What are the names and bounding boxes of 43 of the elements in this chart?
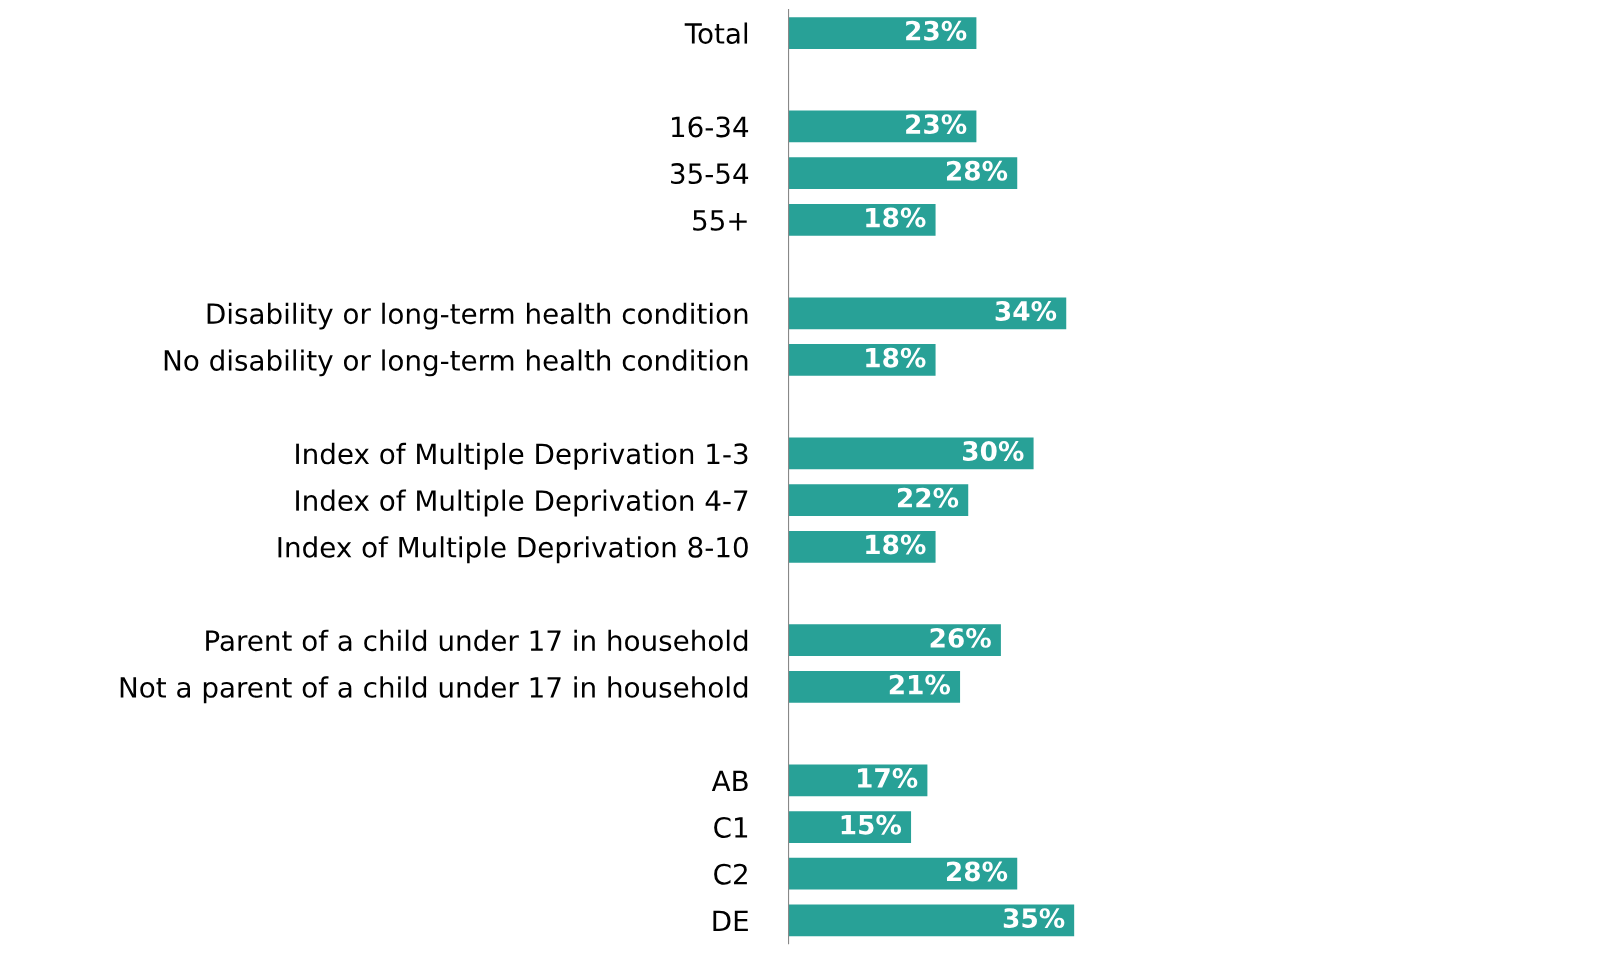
y-tick-label: AB [711,770,748,791]
bar [788,297,1067,330]
bar [788,857,1018,890]
data-label: 28% [946,160,1008,181]
data-label: 34% [995,300,1057,321]
data-label: 35% [1003,908,1065,929]
data-label: 18% [866,534,926,555]
y-tick-label: DE [713,910,748,931]
bar [788,17,977,49]
bar [788,484,969,516]
y-tick-label: No disability or long-term health condition [164,349,748,377]
data-label: 21% [889,674,951,695]
y-tick-label: Parent of a child under 17 in household [206,629,748,652]
bar [788,437,1034,470]
data-label: 28% [946,861,1008,882]
y-tick-label: 35-54 [671,163,749,185]
data-label: 23% [906,20,967,41]
y-tick-label: Total [684,22,748,44]
data-label: 22% [897,487,959,508]
y-tick-label: 16-34 [671,116,749,138]
y-tick-label: Not a parent of a child under 17 in household [120,676,748,704]
data-label: 26% [930,627,991,648]
bar [788,344,936,376]
data-label: 18% [866,347,926,368]
bar [788,157,1018,190]
bar [788,530,936,563]
bar [788,764,928,797]
y-tick-label: Index of Multiple Deprivation 1-3 [296,442,748,470]
data-label: 17% [858,768,918,788]
data-label: 18% [866,207,926,228]
y-tick-label: Index of Multiple Deprivation 4-7 [296,489,748,517]
y-tick-label: C2 [714,863,747,885]
y-tick-label: Disability or long-term health condition [207,302,748,330]
data-label: 23% [906,114,967,135]
data-label: 30% [962,441,1024,462]
bar [788,904,1075,937]
y-tick-label: C1 [714,816,748,838]
bar [788,624,1001,657]
bar [788,203,936,236]
bar [788,671,961,703]
data-label: 15% [841,814,902,835]
y-tick-label: 55+ [693,210,747,231]
y-tick-label: Index of Multiple Deprivation 8-10 [278,536,748,564]
